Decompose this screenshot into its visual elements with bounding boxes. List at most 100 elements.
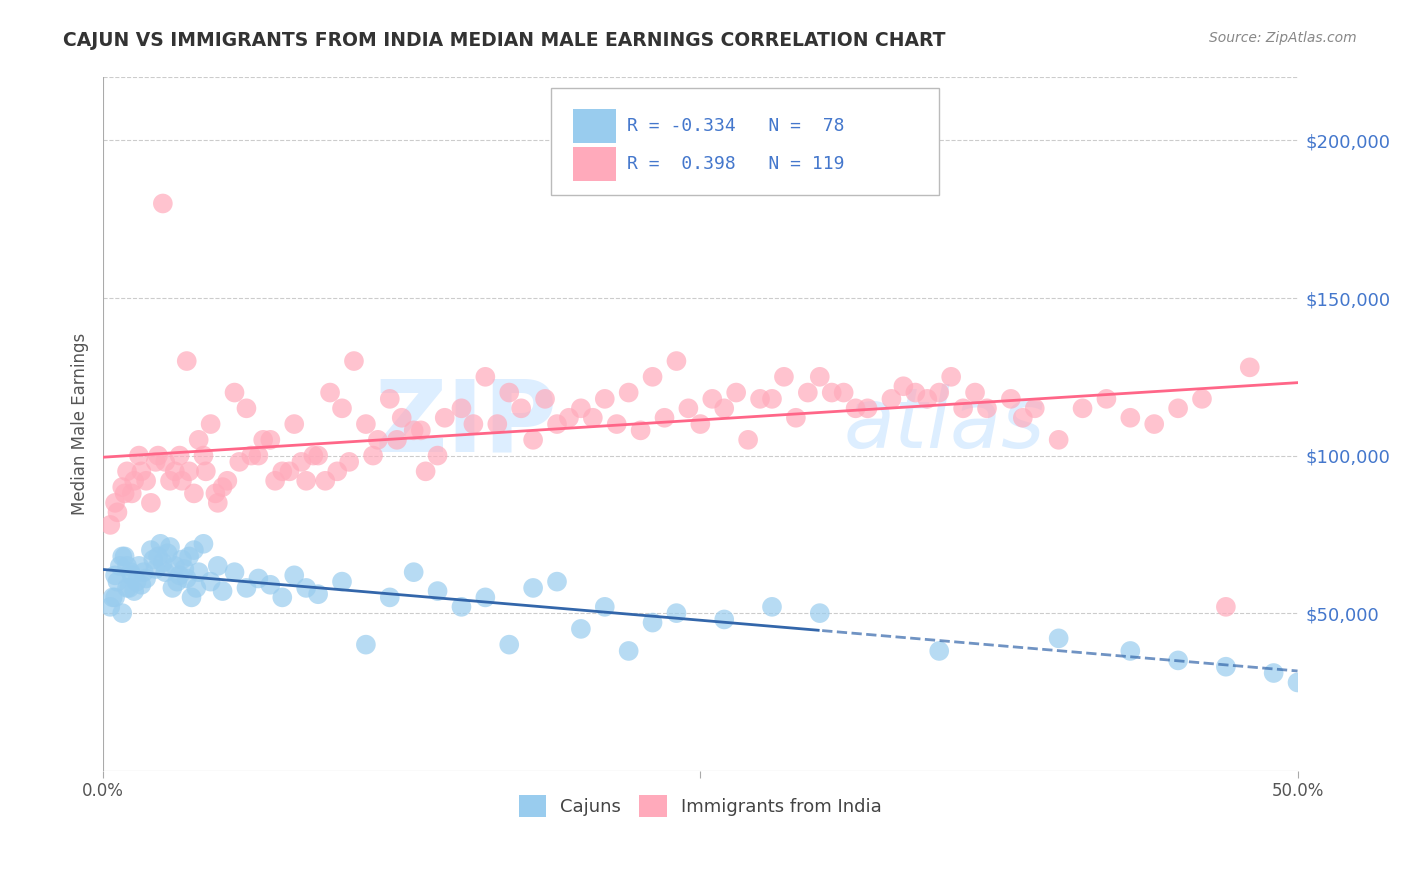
Point — [264, 474, 287, 488]
Point — [115, 558, 138, 573]
Point — [259, 433, 281, 447]
Point — [845, 401, 868, 416]
Point — [183, 543, 205, 558]
Point — [1024, 401, 1046, 416]
Point — [426, 449, 449, 463]
Point — [211, 584, 233, 599]
FancyBboxPatch shape — [551, 87, 939, 195]
Point — [152, 556, 174, 570]
Point — [200, 417, 222, 431]
Point — [104, 591, 127, 605]
Point — [155, 565, 177, 579]
Point — [247, 572, 270, 586]
Point — [169, 568, 191, 582]
Point — [115, 581, 138, 595]
Text: atlas: atlas — [844, 384, 1045, 465]
Point — [101, 591, 124, 605]
Point — [343, 354, 366, 368]
Point — [737, 433, 759, 447]
Point — [569, 401, 592, 416]
Point — [1047, 433, 1070, 447]
Point — [361, 449, 384, 463]
Point — [114, 486, 136, 500]
Point — [378, 392, 401, 406]
Point — [641, 369, 664, 384]
Point — [1191, 392, 1213, 406]
Point — [111, 480, 134, 494]
Point — [569, 622, 592, 636]
Point — [283, 568, 305, 582]
Point — [111, 549, 134, 564]
Point — [761, 599, 783, 614]
Point — [606, 417, 628, 431]
Point — [111, 606, 134, 620]
Point — [146, 449, 169, 463]
Point — [162, 581, 184, 595]
Point — [641, 615, 664, 630]
Point — [928, 644, 950, 658]
Point — [224, 385, 246, 400]
Point — [131, 464, 153, 478]
Point — [159, 474, 181, 488]
Point — [104, 496, 127, 510]
Point — [290, 455, 312, 469]
Point — [169, 449, 191, 463]
Point — [808, 369, 831, 384]
Point — [808, 606, 831, 620]
Point — [546, 574, 568, 589]
Point — [166, 574, 188, 589]
Point — [415, 464, 437, 478]
Point — [152, 196, 174, 211]
Point — [1286, 675, 1309, 690]
Point — [450, 401, 472, 416]
Point — [928, 385, 950, 400]
Point — [149, 537, 172, 551]
Point — [139, 543, 162, 558]
Point — [856, 401, 879, 416]
Point — [235, 581, 257, 595]
Point — [235, 401, 257, 416]
Point — [240, 449, 263, 463]
Point — [498, 385, 520, 400]
Point — [402, 565, 425, 579]
Point — [307, 449, 329, 463]
Point — [463, 417, 485, 431]
Point — [1071, 401, 1094, 416]
Point — [976, 401, 998, 416]
Point — [409, 423, 432, 437]
Point — [785, 410, 807, 425]
Point — [98, 517, 121, 532]
Point — [302, 449, 325, 463]
Point — [319, 385, 342, 400]
Point — [193, 537, 215, 551]
Point — [450, 599, 472, 614]
Point — [307, 587, 329, 601]
Point — [107, 574, 129, 589]
Point — [228, 455, 250, 469]
Point — [582, 410, 605, 425]
Point — [170, 474, 193, 488]
Point — [498, 638, 520, 652]
Point — [120, 565, 142, 579]
Point — [378, 591, 401, 605]
Point — [128, 449, 150, 463]
Point — [295, 474, 318, 488]
Point — [224, 565, 246, 579]
Point — [617, 385, 640, 400]
Point — [1215, 659, 1237, 673]
Legend: Cajuns, Immigrants from India: Cajuns, Immigrants from India — [512, 788, 889, 824]
Point — [207, 496, 229, 510]
Point — [713, 612, 735, 626]
Point — [207, 558, 229, 573]
Text: ZIP: ZIP — [374, 376, 557, 473]
Point — [474, 369, 496, 384]
Point — [326, 464, 349, 478]
Point — [121, 568, 143, 582]
Point — [125, 574, 148, 589]
Point — [354, 417, 377, 431]
Point — [121, 486, 143, 500]
Point — [135, 474, 157, 488]
Point — [665, 606, 688, 620]
Point — [180, 591, 202, 605]
Point — [761, 392, 783, 406]
